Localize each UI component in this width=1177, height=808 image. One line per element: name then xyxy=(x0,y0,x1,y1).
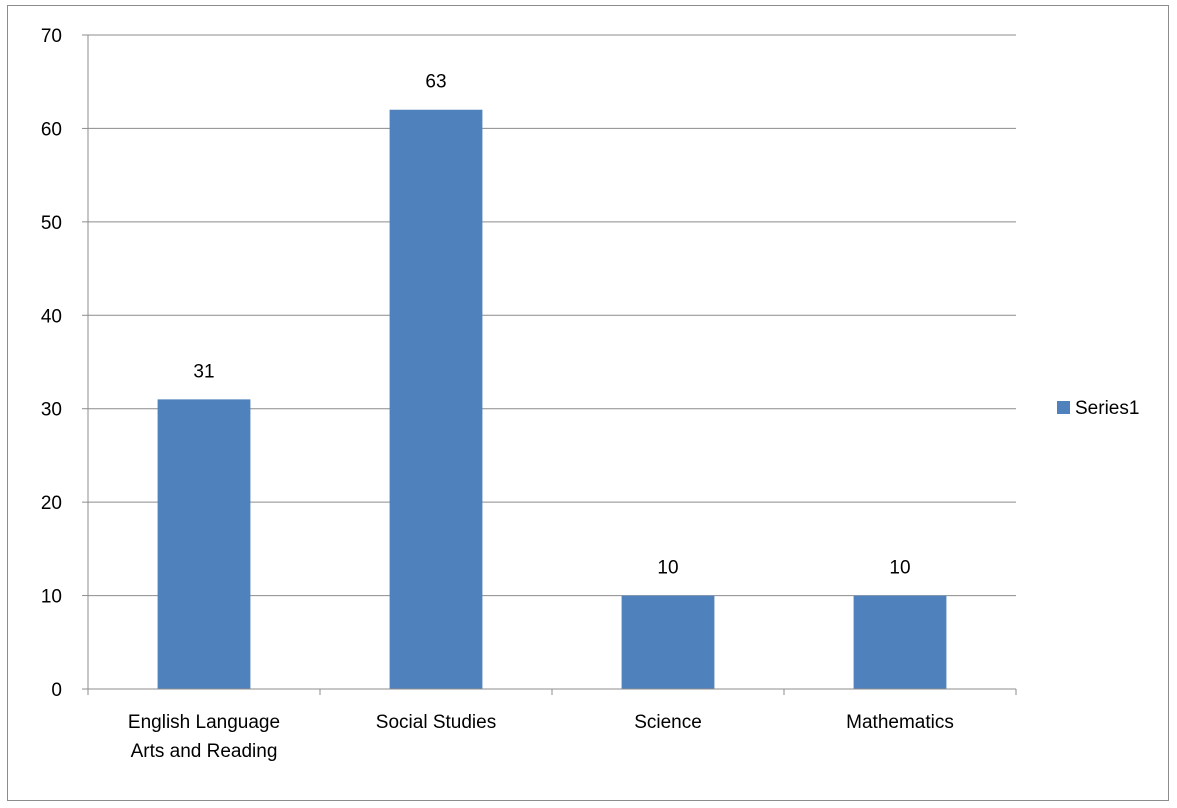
x-tick-label: Arts and Reading xyxy=(131,741,278,762)
y-tick-label: 0 xyxy=(51,680,62,701)
axes xyxy=(87,35,1016,690)
data-label: 10 xyxy=(657,558,678,579)
x-tick-label: Mathematics xyxy=(846,712,954,733)
legend: Series1 xyxy=(1057,398,1139,419)
bar xyxy=(389,109,483,689)
data-label: 10 xyxy=(889,558,910,579)
y-tick-label: 40 xyxy=(41,306,62,327)
x-axis-ticks: English Language Arts and Reading Social S… xyxy=(87,689,1017,762)
y-tick-label: 30 xyxy=(41,400,62,421)
data-label: 31 xyxy=(193,361,214,382)
y-tick-label: 50 xyxy=(41,213,62,234)
x-tick-label: Science xyxy=(634,712,702,733)
y-tick-label: 10 xyxy=(41,587,62,608)
x-tick-label: English Language xyxy=(128,712,280,733)
y-tick-label: 20 xyxy=(41,493,62,514)
bar xyxy=(157,399,251,689)
bar xyxy=(621,595,715,689)
y-axis-ticks: 0 10 20 30 40 50 60 70 xyxy=(41,26,88,701)
legend-swatch xyxy=(1057,401,1070,414)
bars xyxy=(157,109,947,689)
x-tick-label: Social Studies xyxy=(376,712,496,733)
legend-label: Series1 xyxy=(1075,398,1139,419)
data-labels: 31 63 10 10 xyxy=(193,72,910,579)
data-label: 63 xyxy=(425,72,446,93)
y-tick-label: 70 xyxy=(41,26,62,47)
bar xyxy=(853,595,947,689)
y-tick-label: 60 xyxy=(41,119,62,140)
